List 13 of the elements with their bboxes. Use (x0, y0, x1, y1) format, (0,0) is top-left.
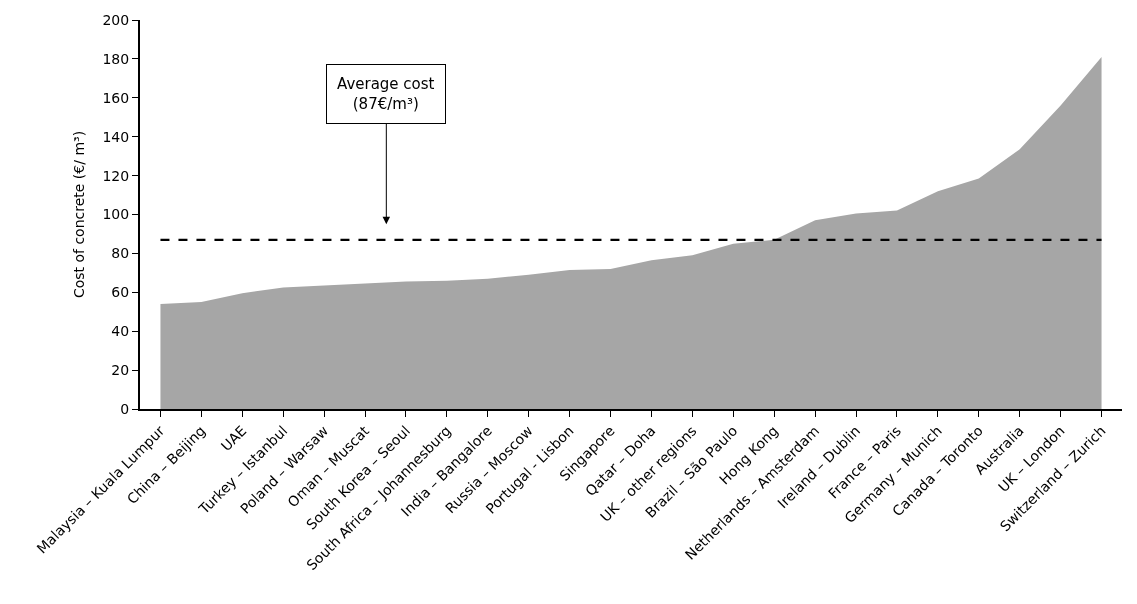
y-tick-label: 120 (102, 167, 130, 184)
y-tick-label: 0 (120, 400, 130, 417)
y-tick-label: 60 (111, 284, 130, 301)
y-tick-label: 100 (102, 206, 130, 223)
ref-line-label: Average cost (87€/m³) (337, 75, 435, 113)
y-tick-label: 200 (102, 11, 130, 28)
y-tick-label: 160 (102, 89, 130, 106)
y-tick-label: 20 (111, 362, 130, 378)
y-tick-label: 40 (111, 323, 130, 340)
y-tick-label: 180 (102, 50, 130, 67)
y-tick-label: 140 (102, 128, 130, 145)
y-tick-label: 80 (111, 245, 130, 262)
y-axis-title: Cost of concrete (€/ m³) (70, 130, 87, 299)
